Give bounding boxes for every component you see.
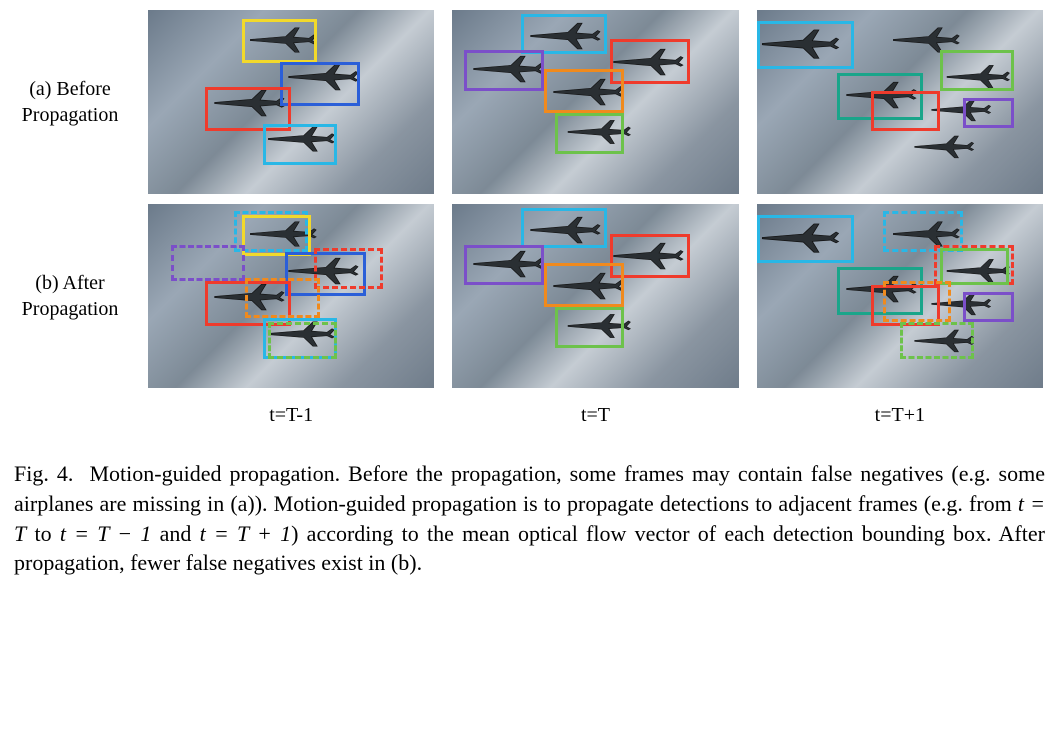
bounding-box — [871, 91, 940, 131]
bounding-box — [544, 69, 624, 113]
panel-after-tm1 — [148, 204, 434, 388]
bounding-box — [757, 215, 854, 263]
panel-after-t — [452, 204, 738, 388]
bounding-box — [242, 215, 311, 255]
time-label-t: t=T — [452, 404, 738, 427]
bounding-box — [268, 322, 337, 359]
row-label-after-2: Propagation — [22, 298, 119, 320]
bounding-box — [242, 19, 316, 63]
panel-before-tm1 — [148, 10, 434, 194]
time-label-tp1: t=T+1 — [757, 404, 1043, 427]
bounding-box — [555, 307, 624, 347]
bounding-box — [757, 21, 854, 69]
bounding-box — [280, 62, 360, 106]
caption-m2: t = T − 1 — [60, 521, 152, 546]
bounding-box — [314, 248, 383, 288]
time-label-tm1: t=T-1 — [148, 404, 434, 427]
panel-after-tp1 — [757, 204, 1043, 388]
row-label-after-1: (b) After — [35, 272, 104, 294]
airplane-icon — [911, 131, 974, 162]
bounding-box — [940, 248, 1009, 285]
caption-m3: t = T + 1 — [200, 521, 292, 546]
bounding-box — [963, 292, 1015, 321]
bounding-box — [245, 278, 319, 318]
bounding-box — [900, 322, 974, 359]
figure-caption: Fig. 4. Motion-guided propagation. Befor… — [10, 435, 1053, 578]
figure-grid: (a) Before Propagation (b) After Propaga… — [10, 10, 1053, 435]
bounding-box — [521, 14, 607, 54]
bounding-box — [464, 50, 544, 90]
bounding-box — [963, 98, 1015, 127]
bounding-box — [171, 245, 245, 282]
bounding-box — [555, 113, 624, 153]
row-label-before: (a) Before Propagation — [10, 76, 130, 128]
time-labels: t=T-1 t=T t=T+1 — [148, 398, 1043, 427]
caption-s1a: Motion-guided propagation. Before the pr… — [14, 461, 1045, 516]
caption-s1c: and — [151, 521, 199, 546]
row-label-before-1: (a) Before — [29, 78, 111, 100]
row-label-before-2: Propagation — [22, 104, 119, 126]
panel-before-tp1 — [757, 10, 1043, 194]
bounding-box — [940, 50, 1014, 90]
bounding-box — [544, 263, 624, 307]
bounding-box — [521, 208, 607, 248]
caption-s1b: to — [26, 521, 60, 546]
bounding-box — [464, 245, 544, 285]
panel-before-t — [452, 10, 738, 194]
bounding-box — [263, 124, 337, 164]
bounding-box — [883, 281, 952, 321]
row-label-after: (b) After Propagation — [10, 270, 130, 322]
caption-fig-label: Fig. 4. — [14, 461, 73, 486]
